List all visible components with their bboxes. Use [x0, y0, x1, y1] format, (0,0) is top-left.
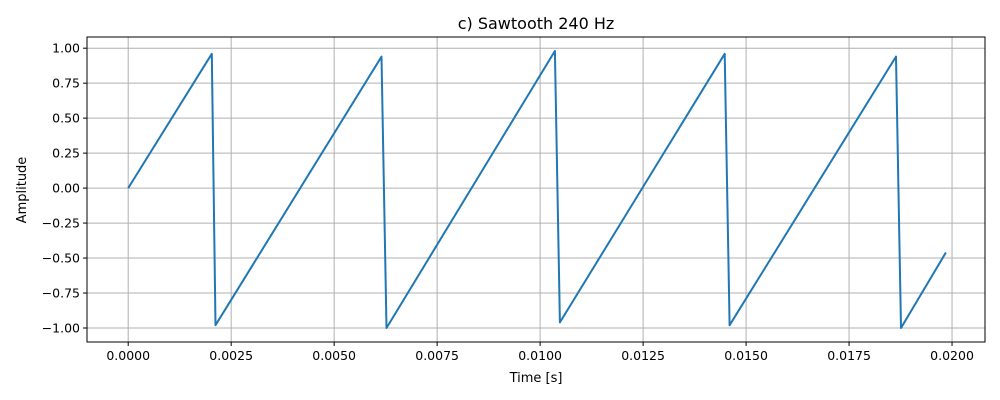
x-tick-label: 0.0150 [724, 348, 768, 363]
series-layer [127, 50, 947, 329]
y-tick-label: 0.00 [52, 181, 80, 196]
y-tick-label: −0.25 [42, 216, 80, 231]
y-tick-label: −0.50 [42, 251, 80, 266]
x-axis-title: Time [s] [509, 371, 563, 386]
x-tick-label: 0.0000 [106, 348, 150, 363]
y-tick-label: 0.25 [52, 146, 80, 161]
x-tick-label: 0.0175 [827, 348, 871, 363]
x-tick-label: 0.0050 [312, 348, 356, 363]
x-tick-label: 0.0200 [930, 348, 974, 363]
plot-frame [86, 36, 986, 343]
y-tick-label: −0.75 [42, 286, 80, 301]
series-line [127, 50, 947, 329]
x-tick-label: 0.0025 [209, 348, 253, 363]
x-tick-label: 0.0100 [518, 348, 562, 363]
chart-title: c) Sawtooth 240 Hz [458, 14, 615, 33]
y-tick-label: −1.00 [42, 321, 80, 336]
y-axis-title: Amplitude [15, 157, 30, 224]
ticks: 0.0000 0.0025 0.0050 0.0075 0.0100 0.0125 0.01… [42, 41, 974, 363]
x-tick-label: 0.0125 [621, 348, 665, 363]
x-tick-label: 0.0075 [415, 348, 459, 363]
y-tick-label: 0.50 [52, 111, 80, 126]
y-tick-label: 1.00 [52, 41, 80, 56]
y-tick-label: 0.75 [52, 76, 80, 91]
